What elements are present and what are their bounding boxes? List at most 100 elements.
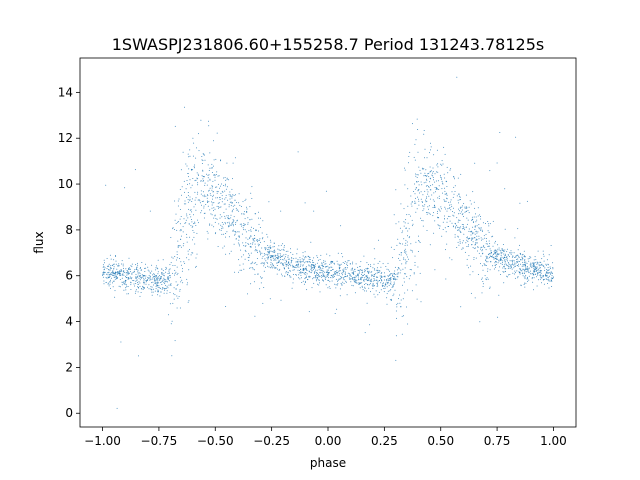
data-point [429, 171, 431, 173]
data-point [436, 212, 438, 214]
data-point [484, 237, 486, 239]
data-point [360, 279, 362, 281]
data-point [308, 311, 310, 313]
data-point [371, 284, 373, 286]
data-point [545, 272, 547, 274]
data-point [200, 180, 202, 182]
data-point [327, 265, 329, 267]
data-point [520, 259, 522, 261]
data-point [302, 265, 304, 267]
data-point [242, 242, 244, 244]
data-point [305, 261, 307, 263]
data-point [536, 276, 537, 278]
data-point [338, 275, 340, 276]
data-point [263, 270, 265, 272]
data-point [319, 291, 321, 293]
data-point [533, 268, 535, 270]
data-point [203, 154, 205, 156]
data-point [494, 262, 496, 264]
data-point [135, 264, 137, 266]
data-point [448, 215, 450, 217]
data-point [134, 292, 136, 294]
data-point [524, 256, 526, 258]
data-point [475, 257, 477, 259]
data-point [276, 273, 278, 275]
data-point [497, 258, 498, 260]
data-point [404, 184, 406, 186]
data-point [352, 285, 354, 287]
data-point [402, 284, 403, 286]
data-point [514, 237, 516, 239]
data-point [493, 258, 495, 260]
data-point [316, 255, 318, 257]
data-point [302, 271, 304, 273]
data-point [490, 256, 492, 257]
data-point [346, 262, 348, 264]
data-point [475, 247, 476, 249]
data-point [304, 274, 306, 276]
data-point [471, 232, 473, 234]
data-point [506, 259, 508, 261]
data-point [373, 248, 375, 250]
data-point [506, 257, 508, 259]
data-point [381, 284, 383, 286]
data-point [187, 301, 189, 303]
data-point [193, 231, 195, 233]
data-point [380, 278, 381, 280]
data-point [417, 181, 419, 182]
data-point [255, 213, 257, 215]
data-point [359, 269, 361, 271]
data-point [537, 262, 539, 264]
data-point [304, 262, 306, 264]
data-point [250, 283, 252, 285]
data-point [244, 223, 246, 225]
data-point [187, 282, 188, 284]
data-point [309, 256, 311, 258]
data-point [534, 271, 536, 273]
data-point [172, 227, 174, 229]
data-point [462, 224, 464, 226]
data-point [404, 248, 406, 250]
data-point [269, 239, 271, 241]
data-point [500, 250, 502, 252]
data-point [140, 292, 142, 293]
data-point [257, 239, 259, 241]
data-point [215, 232, 217, 234]
data-point [505, 263, 507, 265]
data-point [351, 272, 353, 274]
data-point [267, 251, 269, 252]
data-point [333, 274, 335, 276]
data-point [537, 250, 539, 252]
data-point [518, 265, 520, 267]
data-point [261, 247, 263, 249]
data-point [164, 288, 166, 290]
data-point [523, 272, 525, 274]
data-point [297, 263, 299, 265]
data-point [439, 225, 441, 227]
data-point [442, 221, 444, 223]
data-point [238, 210, 240, 212]
data-point [369, 324, 371, 326]
data-point [403, 258, 405, 260]
data-point [224, 185, 226, 187]
data-point [250, 235, 252, 237]
data-point [232, 162, 234, 164]
data-point [219, 187, 220, 189]
data-point [110, 273, 112, 275]
data-point [521, 270, 523, 272]
data-point [533, 277, 535, 279]
data-point [513, 267, 515, 269]
data-point [552, 267, 554, 268]
data-point [208, 174, 210, 176]
data-point [430, 185, 432, 187]
data-point [426, 212, 428, 213]
data-point [231, 197, 233, 199]
data-point [418, 184, 420, 186]
data-point [106, 273, 107, 275]
data-point [335, 271, 336, 272]
data-point [232, 219, 234, 221]
data-point [345, 267, 347, 269]
data-point [260, 276, 261, 278]
data-point [547, 271, 549, 273]
data-point [300, 261, 302, 263]
